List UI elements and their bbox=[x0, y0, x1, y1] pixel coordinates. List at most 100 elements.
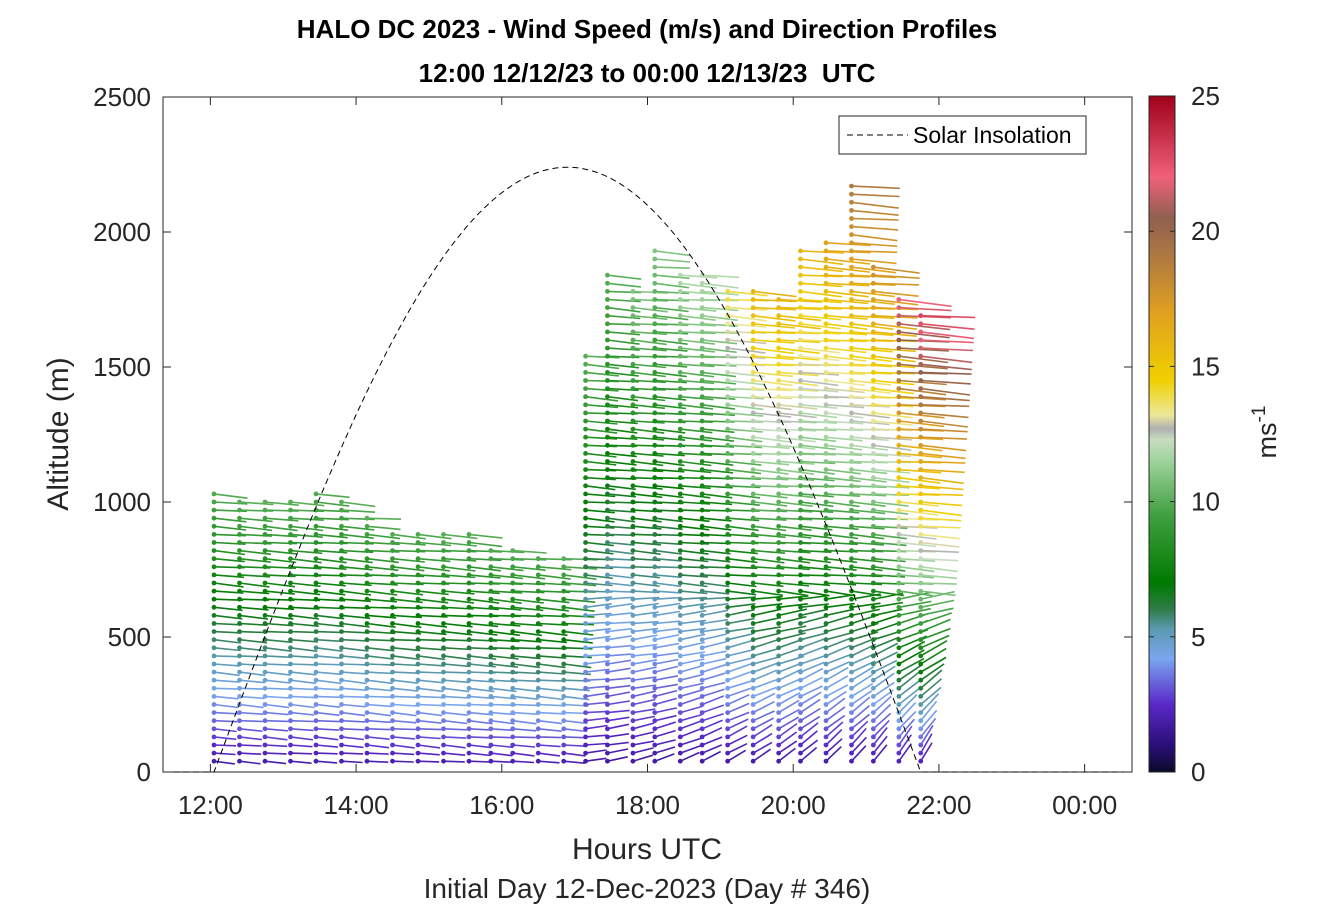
wind-barb-point bbox=[699, 750, 705, 756]
wind-barb-point bbox=[262, 734, 268, 740]
wind-barb-point bbox=[288, 677, 293, 683]
wind-barb bbox=[607, 741, 629, 746]
wind-barb bbox=[825, 602, 855, 609]
wind-barb-point bbox=[699, 515, 705, 521]
wind-barb-point bbox=[699, 426, 705, 432]
wind-barb bbox=[680, 485, 711, 490]
wind-barb-point bbox=[823, 726, 829, 732]
wind-barb bbox=[825, 274, 870, 278]
wind-barb-point bbox=[488, 734, 494, 740]
wind-barb bbox=[680, 696, 703, 706]
wind-barb-point bbox=[313, 596, 319, 602]
wind-barb-point bbox=[699, 337, 705, 343]
wind-barb bbox=[727, 501, 760, 506]
wind-barb bbox=[563, 719, 588, 725]
wind-barb-point bbox=[725, 410, 731, 416]
wind-barb-point bbox=[699, 499, 705, 505]
wind-barb-point bbox=[750, 361, 756, 367]
wind-barb-point bbox=[725, 710, 731, 715]
wind-barb bbox=[727, 632, 754, 641]
wind-barb bbox=[290, 647, 318, 653]
wind-barb-point bbox=[776, 337, 782, 343]
wind-barb-point bbox=[798, 442, 803, 448]
wind-barb-point bbox=[441, 596, 446, 602]
wind-barb bbox=[898, 607, 931, 617]
wind-barb-point bbox=[896, 645, 902, 651]
wind-barb-point bbox=[630, 297, 636, 302]
wind-barb-point bbox=[211, 548, 217, 553]
wind-barb-point bbox=[583, 540, 588, 545]
wind-barb-point bbox=[918, 613, 924, 618]
x-tick-label: 16:00 bbox=[469, 790, 534, 820]
wind-barb bbox=[920, 339, 974, 344]
wind-barb-point bbox=[849, 418, 854, 424]
wind-barb-point bbox=[750, 297, 756, 302]
wind-barb-point bbox=[677, 653, 683, 659]
wind-barb-point bbox=[652, 337, 658, 343]
wind-barb-point bbox=[896, 434, 902, 440]
wind-barb bbox=[290, 719, 314, 723]
wind-barb bbox=[632, 643, 658, 649]
wind-barb-point bbox=[823, 297, 829, 302]
wind-barb bbox=[778, 716, 800, 730]
wind-barb-point bbox=[415, 726, 421, 732]
wind-barb-point bbox=[488, 669, 494, 675]
wind-barb bbox=[512, 574, 546, 580]
wind-barb-point bbox=[535, 621, 541, 626]
wind-barb bbox=[264, 736, 288, 741]
wind-barb-point bbox=[798, 434, 803, 440]
wind-barb-point bbox=[583, 637, 588, 643]
wind-barb-point bbox=[870, 742, 876, 748]
wind-barb-point bbox=[535, 645, 541, 651]
wind-barb bbox=[920, 700, 938, 722]
wind-barb-point bbox=[583, 491, 588, 497]
wind-barb-point bbox=[605, 677, 610, 683]
wind-barb-point bbox=[849, 515, 854, 521]
wind-barb bbox=[778, 677, 803, 690]
wind-barb-point bbox=[918, 329, 924, 335]
wind-barb-point bbox=[583, 467, 588, 472]
wind-barb bbox=[563, 695, 590, 701]
wind-barb-point bbox=[750, 499, 756, 505]
wind-barb-point bbox=[339, 621, 344, 626]
wind-barb bbox=[490, 606, 522, 611]
wind-barb-point bbox=[288, 758, 293, 764]
wind-barb-point bbox=[776, 418, 782, 424]
wind-barb bbox=[392, 736, 416, 740]
wind-barb bbox=[512, 598, 544, 604]
wind-barb bbox=[701, 704, 725, 714]
wind-barb-point bbox=[725, 564, 731, 570]
wind-barb bbox=[290, 509, 325, 513]
wind-barb bbox=[800, 387, 839, 393]
x-tick-label: 14:00 bbox=[324, 790, 389, 820]
wind-barb-point bbox=[677, 694, 683, 699]
wind-barb bbox=[264, 679, 291, 684]
wind-barb-point bbox=[262, 604, 268, 610]
wind-barb bbox=[315, 655, 343, 659]
wind-barb-point bbox=[725, 653, 731, 659]
wind-barb-point bbox=[211, 540, 217, 545]
wind-barb bbox=[512, 711, 538, 715]
wind-barb-point bbox=[652, 718, 658, 724]
wind-barb bbox=[851, 533, 885, 540]
wind-barb bbox=[825, 282, 870, 287]
wind-barb-point bbox=[918, 442, 924, 448]
wind-barb-point bbox=[849, 370, 854, 375]
wind-barb-point bbox=[630, 677, 636, 683]
wind-barb-point bbox=[605, 532, 610, 537]
wind-barb-point bbox=[725, 556, 731, 562]
wind-barb-point bbox=[466, 580, 472, 586]
wind-barb-point bbox=[441, 556, 446, 562]
wind-barb-point bbox=[677, 499, 683, 505]
wind-barb bbox=[538, 719, 563, 725]
wind-barb-point bbox=[630, 532, 636, 537]
wind-barb bbox=[898, 694, 918, 714]
wind-barb bbox=[417, 695, 444, 699]
wind-barb-point bbox=[870, 264, 876, 270]
wind-barb-point bbox=[652, 637, 658, 643]
wind-barb-point bbox=[699, 451, 705, 456]
wind-barb bbox=[851, 452, 889, 457]
wind-barb-point bbox=[849, 442, 854, 448]
x-tick-label: 20:00 bbox=[761, 790, 826, 820]
wind-barb bbox=[800, 654, 826, 665]
